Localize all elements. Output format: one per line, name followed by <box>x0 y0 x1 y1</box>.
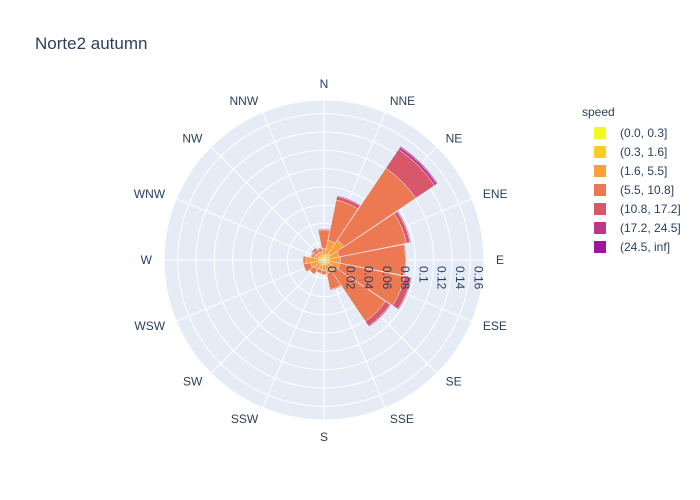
bar-nne-series-5[interactable] <box>336 195 361 207</box>
direction-label-ne: NE <box>446 131 463 145</box>
angular-grid-line <box>262 111 325 261</box>
direction-label-n: N <box>320 77 329 91</box>
radial-tick-label: 0 <box>325 266 339 273</box>
bar-nnw-series-4[interactable] <box>316 247 322 251</box>
legend-label: (0.3, 1.6] <box>620 144 668 159</box>
radial-tick-label: 0.1 <box>416 266 430 283</box>
direction-label-e: E <box>496 253 504 267</box>
legend-swatch <box>594 202 606 215</box>
bar-w-series-3[interactable] <box>302 255 307 265</box>
radial-tick-label: 0.08 <box>398 266 412 290</box>
bar-e-series-4[interactable] <box>403 243 407 277</box>
direction-label-nnw: NNW <box>230 94 259 108</box>
legend-swatch <box>594 126 606 139</box>
polar-bars <box>302 145 439 328</box>
legend-swatch <box>594 164 606 177</box>
chart-title: Norte2 autumn <box>35 34 148 53</box>
legend-item[interactable]: (1.6, 5.5] <box>582 161 681 180</box>
angular-grid-line <box>175 259 325 322</box>
radial-tick-label: 0.04 <box>362 266 376 290</box>
direction-label-nw: NW <box>182 131 203 145</box>
legend-swatch <box>594 183 606 196</box>
angular-grid-line <box>262 259 325 409</box>
legend-item[interactable]: (17.2, 24.5] <box>582 218 681 237</box>
direction-label-wsw: WSW <box>134 319 165 333</box>
legend-label: (24.5, inf] <box>620 239 671 254</box>
legend-label: (5.5, 10.8] <box>620 182 675 197</box>
radial-tick-label: 0.14 <box>453 266 467 290</box>
direction-label-s: S <box>320 430 328 444</box>
direction-label-ssw: SSW <box>231 412 259 426</box>
legend-swatch <box>594 221 606 234</box>
legend-label: (0.0, 0.3] <box>620 125 668 140</box>
bar-ese-series-5[interactable] <box>397 277 413 310</box>
direction-label-ese: ESE <box>483 319 507 333</box>
radial-tick-label: 0.16 <box>471 266 485 290</box>
angular-grid-line <box>210 259 325 374</box>
bar-ene-series-5[interactable] <box>396 210 412 243</box>
bar-ne-series-6[interactable] <box>399 145 439 185</box>
radial-tick-label: 0.02 <box>343 266 357 290</box>
angular-grid-line <box>175 198 325 261</box>
legend-swatch <box>594 240 606 253</box>
bar-sse-series-4[interactable] <box>329 284 342 291</box>
legend-label: (17.2, 24.5] <box>620 220 681 235</box>
legend-item[interactable]: (24.5, inf] <box>582 237 681 256</box>
legend-label: (1.6, 5.5] <box>620 163 668 178</box>
direction-label-ene: ENE <box>483 187 508 201</box>
angular-grid-line <box>210 146 325 261</box>
polar-labels: N NNE NE ENE E ESE SE SSE S SSW SW WSW W WNW NW NNW 0 0.0… <box>134 77 508 444</box>
legend-title: speed <box>582 105 615 119</box>
radial-tick-label: 0.06 <box>380 266 394 290</box>
direction-label-w: W <box>141 253 153 267</box>
legend-item[interactable]: (5.5, 10.8] <box>582 180 681 199</box>
direction-label-sw: SW <box>183 375 203 389</box>
legend-label: (10.8, 17.2] <box>620 201 681 216</box>
legend-swatch <box>594 145 606 158</box>
direction-label-se: SE <box>446 375 462 389</box>
legend-item[interactable]: (0.3, 1.6] <box>582 142 681 161</box>
legend: speed (0.0, 0.3] (0.3, 1.6] (1.6, 5.5] (5.5… <box>582 105 681 256</box>
radial-tick-label: 0.12 <box>435 266 449 290</box>
legend-item[interactable]: (0.0, 0.3] <box>582 123 681 142</box>
polar-outer-ring <box>163 99 485 421</box>
bar-se-series-5[interactable] <box>368 304 392 328</box>
direction-label-sse: SSE <box>390 412 414 426</box>
direction-label-nne: NNE <box>390 94 415 108</box>
direction-label-wnw: WNW <box>134 187 166 201</box>
legend-item[interactable]: (10.8, 17.2] <box>582 199 681 218</box>
